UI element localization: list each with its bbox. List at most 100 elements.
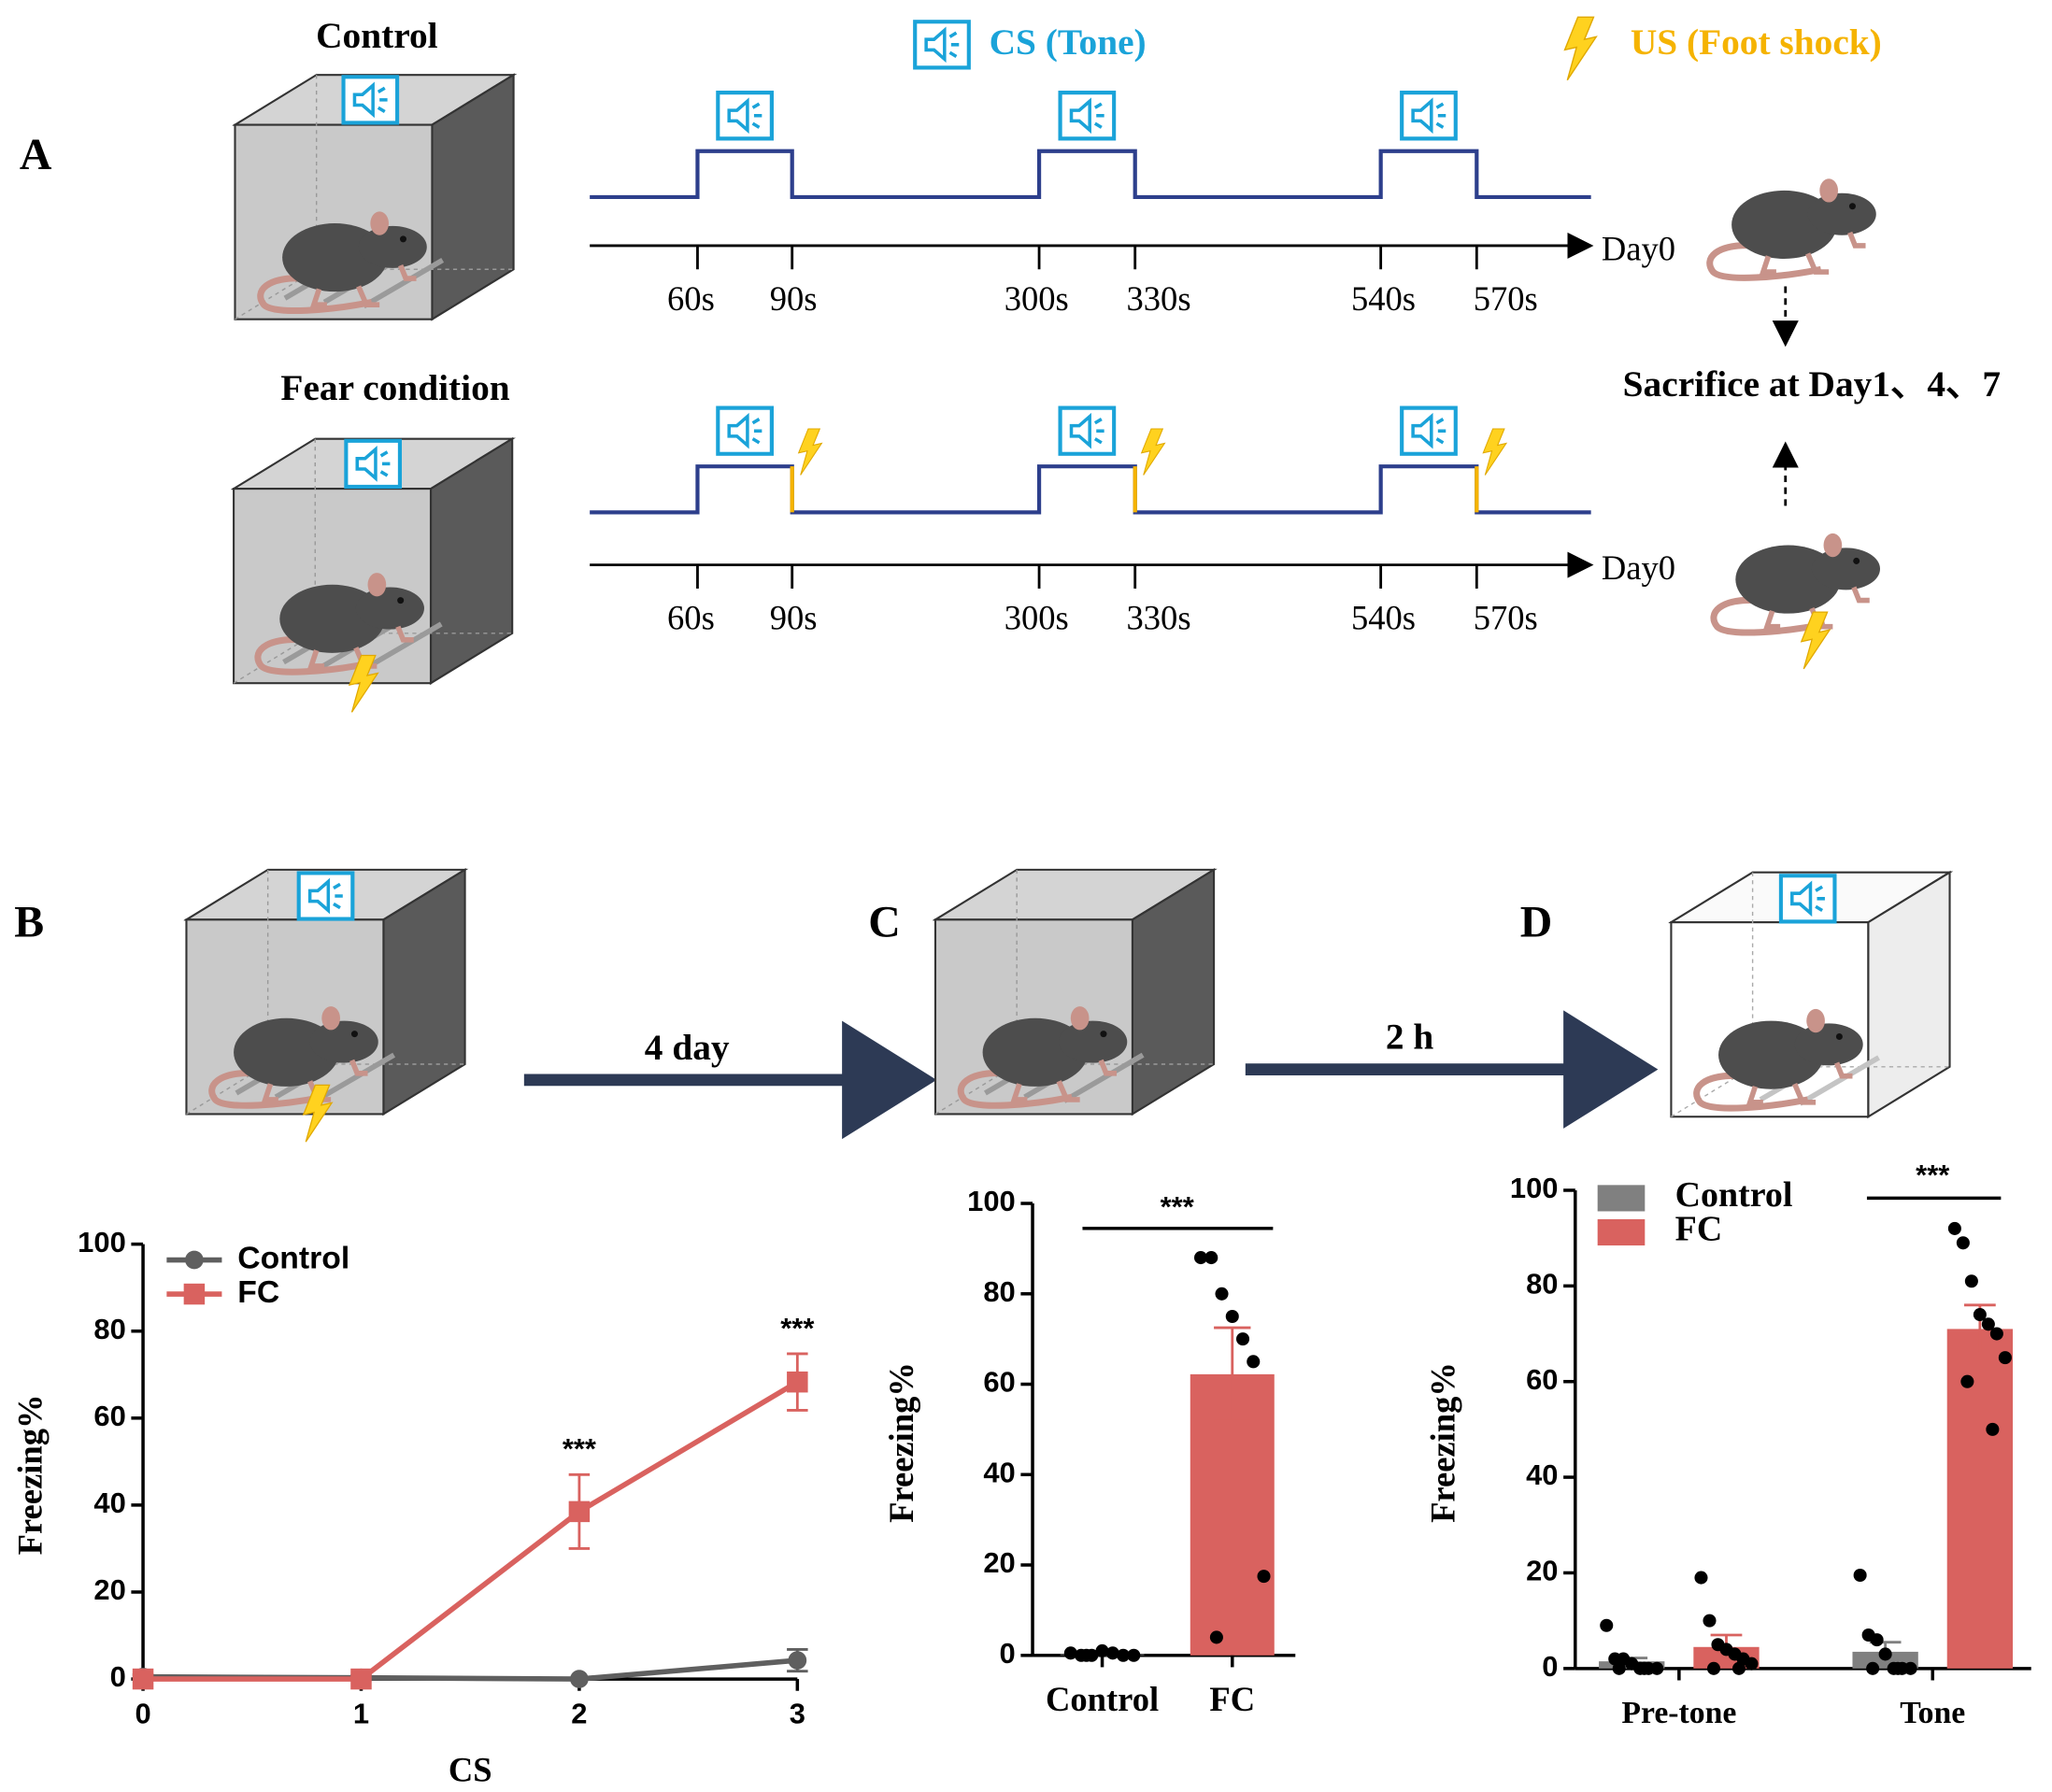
speaker-icon xyxy=(718,408,772,454)
time-label: 90s xyxy=(770,279,818,318)
shock-icon xyxy=(1140,428,1166,476)
data-point xyxy=(1745,1657,1759,1671)
time-label: 570s xyxy=(1474,599,1538,637)
time-label: 330s xyxy=(1126,599,1190,637)
legend-label: FC xyxy=(237,1274,279,1310)
timelines: 60s 90s 300s 330s 540s 570s Day0 60s 90s 300s 330s… xyxy=(590,92,1675,637)
shock-icon xyxy=(1800,611,1831,670)
panel-label: D xyxy=(1520,897,1553,946)
mouse xyxy=(1714,533,1880,633)
data-point xyxy=(1204,1251,1218,1265)
shock-icon xyxy=(1563,16,1597,81)
y-axis-label: Freezing% xyxy=(882,1362,920,1523)
legend-label: Control xyxy=(237,1240,349,1275)
significance: *** xyxy=(563,1432,596,1465)
data-point xyxy=(1986,1422,2000,1436)
data-point xyxy=(1853,1568,1867,1583)
x-tick-label: 0 xyxy=(135,1698,150,1730)
x-tick-label: 2 xyxy=(571,1698,587,1730)
x-tick-label: Tone xyxy=(1900,1696,1965,1730)
time-label: 60s xyxy=(667,279,715,318)
y-tick-label: 60 xyxy=(983,1366,1015,1399)
time-label: 300s xyxy=(1005,599,1069,637)
y-tick-label: 20 xyxy=(983,1546,1015,1579)
day-label: Day0 xyxy=(1602,229,1675,267)
panel-label: C xyxy=(868,897,901,946)
y-tick-label: 60 xyxy=(93,1400,125,1432)
y-tick-label: 80 xyxy=(1526,1268,1558,1301)
speaker-icon xyxy=(1402,92,1456,138)
y-tick-label: 20 xyxy=(93,1573,125,1606)
data-point xyxy=(1127,1648,1141,1662)
y-tick-label: 100 xyxy=(78,1226,126,1259)
data-point xyxy=(1117,1648,1131,1662)
data-point xyxy=(1964,1274,1978,1288)
day-label: Day0 xyxy=(1602,548,1675,587)
data-point xyxy=(1866,1661,1880,1675)
bar xyxy=(1946,1329,2014,1669)
interval-text: 2 h xyxy=(1386,1017,1434,1058)
time-label: 570s xyxy=(1474,279,1538,318)
data-point xyxy=(1998,1351,2012,1365)
speaker-icon xyxy=(1781,875,1835,921)
marker xyxy=(132,1668,154,1690)
mouse xyxy=(1710,178,1876,277)
data-point xyxy=(1095,1643,1109,1657)
interval-text: 4 day xyxy=(645,1027,730,1068)
data-point xyxy=(1956,1236,1970,1250)
data-point xyxy=(1947,1221,1961,1235)
data-point xyxy=(1063,1646,1077,1660)
data-point xyxy=(1105,1646,1119,1660)
data-point xyxy=(1903,1661,1917,1675)
data-point xyxy=(1225,1309,1239,1324)
signal-trace xyxy=(590,149,1591,200)
legend-text: CS (Tone) xyxy=(990,21,1147,63)
time-label: 300s xyxy=(1005,279,1069,318)
significance: *** xyxy=(780,1312,814,1344)
data-point xyxy=(1215,1287,1229,1301)
y-tick-label: 80 xyxy=(983,1275,1015,1308)
data-point xyxy=(1891,1661,1905,1675)
speaker-icon xyxy=(718,92,772,138)
x-tick-label: Pre-tone xyxy=(1621,1696,1736,1730)
y-tick-label: 80 xyxy=(93,1313,125,1345)
data-point xyxy=(1694,1571,1708,1585)
y-tick-label: 20 xyxy=(1526,1555,1558,1587)
marker xyxy=(788,1651,807,1670)
data-point xyxy=(1960,1374,1974,1388)
data-point xyxy=(1257,1570,1271,1584)
data-point xyxy=(1612,1661,1626,1675)
speaker-icon xyxy=(915,21,969,67)
y-axis-label: Freezing% xyxy=(1423,1362,1461,1523)
speaker-icon xyxy=(346,441,400,487)
speaker-icon xyxy=(1061,92,1115,138)
y-tick-label: 40 xyxy=(93,1486,125,1519)
marker xyxy=(350,1668,372,1690)
significance: *** xyxy=(1916,1159,1949,1191)
y-tick-label: 0 xyxy=(110,1660,126,1693)
shock-icon xyxy=(1482,428,1507,476)
time-label: 540s xyxy=(1351,279,1416,318)
chart: 0 20 40 60 80 100 Freezing% Control FC *** xyxy=(882,1185,1296,1718)
group-label: Control xyxy=(316,15,438,56)
data-point xyxy=(1703,1614,1717,1628)
y-tick-label: 0 xyxy=(1000,1637,1016,1670)
series-line xyxy=(143,1379,799,1682)
legend-label: FC xyxy=(1675,1210,1723,1249)
x-tick-label: 3 xyxy=(790,1698,805,1730)
shock-icon xyxy=(797,428,823,476)
signal-trace xyxy=(590,464,1591,515)
legend-swatch xyxy=(1597,1185,1646,1212)
marker xyxy=(787,1371,808,1393)
group-label: Fear condition xyxy=(280,367,509,408)
data-point xyxy=(1981,1317,1995,1331)
significance: *** xyxy=(1161,1190,1194,1223)
legend-text: US (Foot shock) xyxy=(1631,21,1882,63)
panel-label: A xyxy=(20,130,52,179)
y-tick-label: 40 xyxy=(983,1456,1015,1488)
data-point xyxy=(1973,1308,1987,1322)
data-point xyxy=(1209,1630,1223,1644)
data-point xyxy=(1637,1661,1651,1675)
data-point xyxy=(1731,1661,1746,1675)
